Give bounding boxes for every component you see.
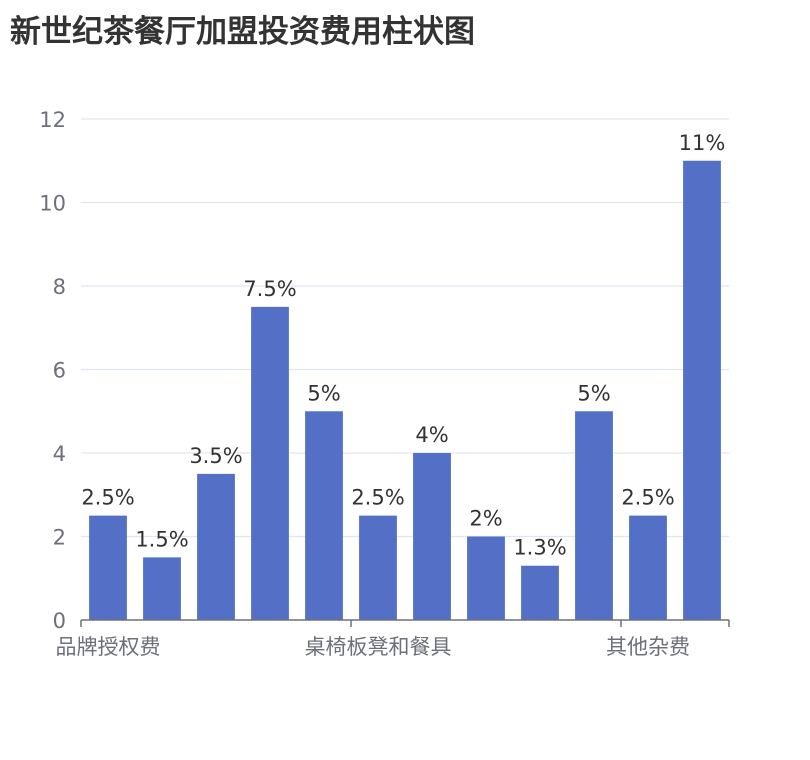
bar <box>251 306 289 620</box>
bar <box>467 536 505 620</box>
data-label: 1.5% <box>135 527 188 551</box>
data-label: 2% <box>469 507 502 531</box>
bar <box>521 565 559 620</box>
grid-lines <box>81 118 729 538</box>
bar <box>629 515 667 620</box>
bar <box>143 557 181 620</box>
data-label: 11% <box>679 131 726 155</box>
data-labels: 2.5%1.5%3.5%7.5%5%2.5%4%2%1.3%5%2.5%11% <box>81 131 725 560</box>
bar <box>413 453 451 620</box>
y-tick-label: 12 <box>39 108 66 132</box>
data-label: 3.5% <box>189 444 242 468</box>
chart-title: 新世纪茶餐厅加盟投资费用柱状图 <box>10 14 475 50</box>
y-axis-ticks: 0 2 4 6 8 10 12 <box>39 108 66 633</box>
data-label: 2.5% <box>351 486 404 510</box>
data-label: 5% <box>307 381 340 405</box>
data-label: 2.5% <box>621 486 674 510</box>
bar <box>89 515 127 620</box>
bar <box>359 515 397 620</box>
x-tick-label: 其他杂费 <box>606 635 690 659</box>
y-tick-label: 10 <box>39 192 66 216</box>
y-tick-label: 4 <box>53 442 66 466</box>
y-tick-label: 8 <box>53 275 66 299</box>
y-tick-label: 2 <box>53 526 66 550</box>
data-label: 7.5% <box>243 277 296 301</box>
bars <box>89 160 721 620</box>
x-axis: 品牌授权费 桌椅板凳和餐具 其他杂费 <box>56 619 730 659</box>
bar <box>575 411 613 620</box>
data-label: 2.5% <box>81 486 134 510</box>
data-label: 5% <box>577 381 610 405</box>
x-tick-label: 品牌授权费 <box>56 635 161 659</box>
data-label: 1.3% <box>513 536 566 560</box>
bar <box>305 411 343 620</box>
bar <box>197 473 235 620</box>
bar <box>683 160 721 620</box>
y-tick-label: 0 <box>53 609 66 633</box>
data-label: 4% <box>415 423 448 447</box>
y-tick-label: 6 <box>53 359 66 383</box>
x-tick-label: 桌椅板凳和餐具 <box>305 635 452 659</box>
